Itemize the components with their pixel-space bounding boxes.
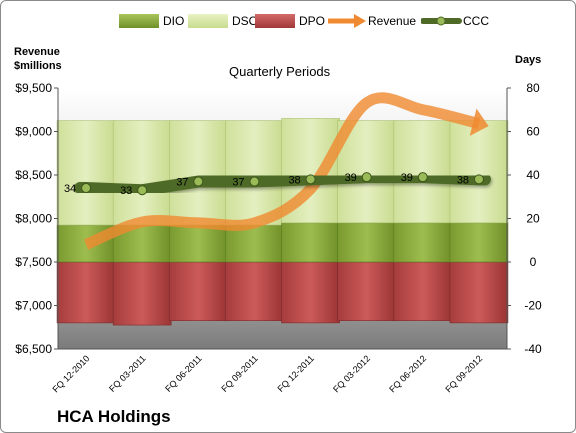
left-axis-tick-label: $7,000 xyxy=(15,299,52,313)
bar-dio xyxy=(449,222,509,263)
x-axis-tick-label: FQ 03-2012 xyxy=(331,353,372,394)
x-axis-tick-label: FQ 09-2012 xyxy=(443,353,484,394)
legend-swatch-dpo xyxy=(255,14,295,28)
legend: DIO DSO DPO Revenue CCC xyxy=(1,10,575,32)
legend-swatch-revenue xyxy=(328,14,366,28)
x-axis-tick-label: FQ 03-2011 xyxy=(107,353,148,394)
ccc-line xyxy=(74,171,491,197)
bar-dpo xyxy=(449,261,509,324)
left-axis-tick-label: $8,500 xyxy=(15,168,52,182)
legend-label-dso: DSO xyxy=(232,14,259,28)
bar-dso xyxy=(225,120,284,226)
legend-item-dso: DSO xyxy=(188,10,258,32)
ccc-marker xyxy=(193,176,204,187)
bar-dio xyxy=(225,224,284,263)
left-axis-title-line1: Revenue xyxy=(14,46,60,58)
legend-swatch-ccc xyxy=(421,16,462,26)
ccc-data-label: 37 xyxy=(176,177,188,189)
legend-swatch-dso xyxy=(188,14,228,28)
x-axis-tick-label: FQ 12-2011 xyxy=(275,353,316,394)
right-axis-tick-label: 40 xyxy=(526,168,540,182)
ccc-data-label: 38 xyxy=(288,174,300,186)
x-axis-tick-label: FQ 09-2011 xyxy=(219,353,260,394)
right-axis-title: Days xyxy=(515,54,542,66)
left-axis-title-line2: $millions xyxy=(14,60,62,72)
ccc-data-label: 39 xyxy=(345,172,357,184)
left-axis-title: Revenue $millions xyxy=(14,45,62,73)
ccc-marker xyxy=(81,183,92,194)
legend-label-dio: DIO xyxy=(163,14,185,28)
bar-dpo xyxy=(56,261,116,324)
x-axis-tick-label: FQ 06-2012 xyxy=(387,353,428,394)
bar-dpo xyxy=(225,261,284,322)
right-axis-tick-label: 0 xyxy=(530,255,537,269)
bar-dso xyxy=(449,120,509,224)
bar-dio xyxy=(393,222,453,263)
chart-title: Quarterly Periods xyxy=(229,64,331,79)
right-axis-tick-label: -40 xyxy=(524,342,542,356)
bar-dio xyxy=(281,222,340,263)
ccc-marker xyxy=(473,174,484,185)
ccc-marker xyxy=(137,185,148,196)
legend-label-ccc: CCC xyxy=(463,14,489,28)
bar-dio xyxy=(169,224,228,263)
x-axis-tick-label: FQ 06-2011 xyxy=(163,353,204,394)
bar-dpo xyxy=(112,261,172,326)
ccc-data-label: 37 xyxy=(232,177,244,189)
ccc-data-label: 33 xyxy=(120,185,132,197)
left-axis-tick-label: $9,000 xyxy=(15,125,52,139)
legend-swatch-dio xyxy=(119,14,159,28)
revenue-line xyxy=(83,92,481,250)
labels-layer: 34 33 37 37 38 39 39 38 xyxy=(64,172,469,197)
ccc-marker xyxy=(361,172,372,183)
left-axis-tick-label: $6,500 xyxy=(15,342,52,356)
right-axis-tick-label: -20 xyxy=(524,299,542,313)
ccc-data-label: 39 xyxy=(401,172,413,184)
ccc-marker xyxy=(305,174,316,185)
bar-dpo xyxy=(393,261,453,322)
bar-dio xyxy=(337,222,396,263)
ccc-data-label: 34 xyxy=(64,183,76,195)
ccc-marker xyxy=(417,172,428,183)
x-axis-tick-label: FQ 12-2010 xyxy=(50,353,91,394)
ccc-data-label: 38 xyxy=(457,174,469,186)
left-axis-tick-label: $7,500 xyxy=(15,255,52,269)
left-axis-tick-label: $8,000 xyxy=(15,212,52,226)
bar-dpo xyxy=(281,261,340,324)
bar-dpo xyxy=(169,261,228,322)
bar-dso xyxy=(112,120,172,226)
ccc-marker xyxy=(249,176,260,187)
revenue-layer xyxy=(83,92,489,250)
legend-item-dio: DIO xyxy=(119,10,184,32)
bar-dpo xyxy=(337,261,396,322)
bar-dso xyxy=(56,120,116,226)
revenue-arrowhead xyxy=(469,108,489,136)
bars-layer xyxy=(56,118,509,326)
bar-dso xyxy=(169,120,228,226)
legend-label-dpo: DPO xyxy=(299,14,326,28)
right-axis-tick-label: 80 xyxy=(526,81,540,95)
legend-item-revenue: Revenue xyxy=(324,10,416,32)
company-name: HCA Holdings xyxy=(57,407,171,426)
left-axis-tick-label: $9,500 xyxy=(15,81,52,95)
legend-item-ccc: CCC xyxy=(421,10,489,32)
ccc-layer xyxy=(74,171,491,197)
legend-item-dpo: DPO xyxy=(255,10,325,32)
right-axis-tick-label: 60 xyxy=(526,125,540,139)
legend-label-revenue: Revenue xyxy=(368,14,417,28)
right-axis-tick-label: 20 xyxy=(526,212,540,226)
